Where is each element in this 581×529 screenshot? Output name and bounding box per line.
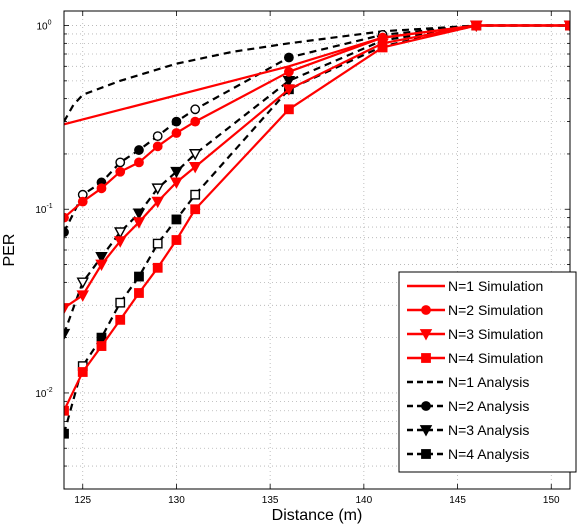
legend-entry-label: N=4 Simulation [448, 350, 543, 366]
data-point [283, 66, 294, 77]
data-point [171, 214, 182, 225]
data-point [115, 166, 126, 177]
data-point [190, 189, 201, 200]
data-point [152, 141, 163, 152]
y-tick-label: 100 [36, 20, 51, 33]
x-axis-label: Distance (m) [272, 507, 363, 524]
data-point [96, 341, 107, 351]
data-point [151, 183, 164, 195]
x-tick-label: 135 [262, 495, 279, 506]
data-point [114, 227, 127, 239]
grid [64, 11, 570, 490]
data-point [188, 162, 202, 174]
data-point [152, 238, 163, 249]
x-tick-label: 140 [356, 495, 373, 506]
data-point [115, 314, 126, 325]
data-point [132, 217, 146, 229]
data-point [283, 52, 294, 63]
data-point [64, 428, 69, 439]
data-point [152, 131, 163, 142]
data-point [151, 196, 164, 209]
data-point [170, 177, 183, 189]
data-point [188, 149, 202, 161]
legend-entry-label: N=2 Simulation [448, 302, 543, 318]
data-point [283, 104, 294, 115]
x-tick-label: 125 [74, 495, 91, 506]
legend: N=1 Simulation N=2 Simulation N=3 Simulati… [398, 271, 577, 473]
legend-box [398, 271, 577, 473]
data-point [190, 116, 201, 127]
data-point [114, 236, 127, 248]
plot-frame [63, 10, 571, 490]
data-point [95, 252, 108, 264]
data-point [95, 259, 108, 272]
series-n-4-simulation [64, 20, 570, 416]
data-point [77, 367, 88, 377]
legend-entry-label: N=2 Analysis [448, 398, 529, 414]
legend-marker [421, 401, 431, 411]
legend-marker [421, 305, 431, 315]
data-point [282, 84, 296, 96]
x-tick-label: 150 [543, 495, 560, 506]
legend-entry-label: N=1 Simulation [448, 278, 543, 294]
axis-ticks: 125 130 135 140 145 150 10-2 10-1 100 [35, 11, 570, 506]
data-point [170, 166, 183, 179]
y-tick-label: 10-2 [35, 387, 52, 400]
data-point [96, 183, 107, 194]
legend-marker [419, 425, 433, 437]
legend-entry-label: N=1 Analysis [448, 374, 529, 390]
series-line [64, 24, 570, 335]
data-point [115, 157, 126, 168]
data-point [377, 42, 388, 53]
data-point [134, 157, 144, 168]
data-point [64, 405, 69, 416]
data-point [64, 303, 71, 315]
x-tick-label: 145 [449, 495, 466, 506]
data-point [134, 288, 144, 298]
data-point [64, 227, 69, 238]
data-point [190, 204, 201, 215]
data-point [115, 297, 126, 308]
data-point [64, 328, 71, 341]
legend-marker [421, 353, 431, 363]
data-point [134, 145, 144, 155]
plot-series [64, 20, 570, 439]
legend-marker [419, 329, 433, 341]
legend-marker [421, 449, 431, 459]
data-point [132, 208, 146, 220]
legend-entry-label: N=4 Analysis [448, 446, 529, 462]
legend-entry-label: N=3 Simulation [448, 326, 543, 342]
data-point [76, 290, 89, 302]
data-point [171, 128, 182, 138]
data-point [64, 212, 69, 223]
data-point [190, 104, 201, 115]
data-point [171, 235, 182, 245]
legend-entry-label: N=3 Analysis [448, 422, 529, 438]
data-point [77, 196, 88, 207]
y-tick-label: 10-1 [35, 203, 52, 216]
series-n-1-analysis [64, 24, 570, 123]
data-point [171, 116, 182, 127]
data-point [152, 262, 163, 273]
data-point [471, 20, 482, 31]
data-point [76, 277, 89, 289]
series-line [64, 24, 570, 123]
series-line [64, 24, 570, 309]
series-n-3-simulation [64, 20, 570, 315]
series-line [64, 24, 570, 233]
x-tick-label: 130 [168, 495, 185, 506]
data-point [134, 271, 144, 282]
y-axis-label: PER [1, 234, 18, 267]
